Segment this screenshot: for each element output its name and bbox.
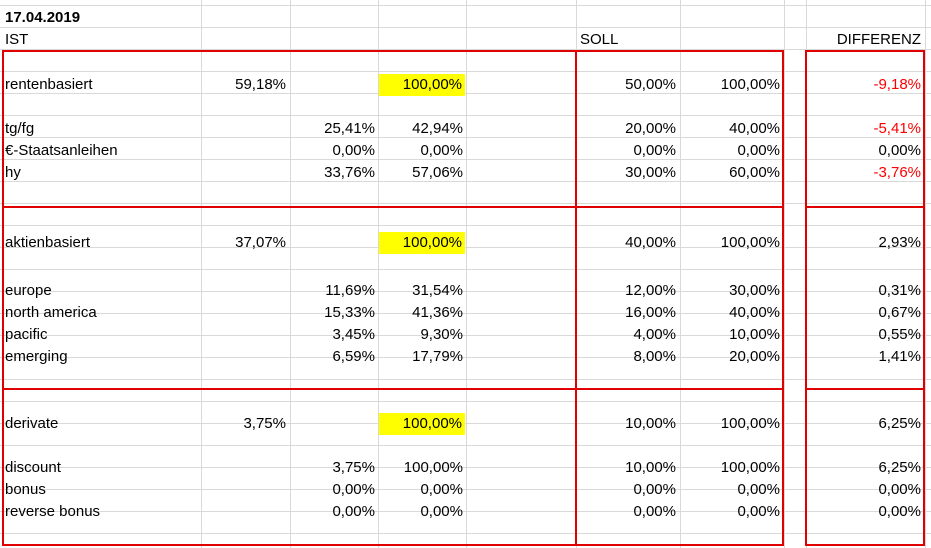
soll-relative[interactable]: 60,00%	[729, 164, 780, 181]
ist-part[interactable]	[290, 74, 375, 96]
soll-relative[interactable]: 100,00%	[720, 234, 780, 251]
row-label[interactable]: north america	[5, 304, 97, 321]
ist-relative[interactable]: 100,00%	[379, 232, 465, 254]
differenz-header[interactable]: DIFFERENZ	[836, 31, 921, 48]
row-label[interactable]: derivate	[5, 415, 59, 432]
soll-relative[interactable]: 20,00%	[729, 348, 780, 365]
ist-relative[interactable]: 100,00%	[379, 74, 465, 96]
ist-relative[interactable]: 41,36%	[412, 304, 463, 321]
ist-relative[interactable]: 100,00%	[379, 413, 465, 435]
ist-total[interactable]	[200, 457, 286, 479]
soll-relative[interactable]: 0,00%	[737, 142, 780, 159]
differenz-value[interactable]: 0,67%	[878, 304, 921, 321]
row-label[interactable]: hy	[5, 164, 21, 181]
ist-total[interactable]: 3,75%	[243, 415, 286, 432]
ist-relative[interactable]: 17,79%	[412, 348, 463, 365]
ist-total[interactable]	[200, 479, 286, 501]
ist-part[interactable]: 0,00%	[332, 503, 375, 520]
row-label[interactable]: emerging	[5, 348, 68, 365]
ist-part[interactable]: 11,69%	[325, 282, 375, 299]
ist-total[interactable]	[200, 118, 286, 140]
ist-total[interactable]	[200, 302, 286, 324]
differenz-value[interactable]: 6,25%	[878, 459, 921, 476]
ist-relative[interactable]: 0,00%	[420, 142, 463, 159]
soll-relative[interactable]: 30,00%	[729, 282, 780, 299]
soll-total[interactable]: 30,00%	[625, 164, 676, 181]
ist-part[interactable]: 33,76%	[324, 164, 375, 181]
row-label[interactable]: pacific	[5, 326, 48, 343]
ist-total[interactable]	[200, 324, 286, 346]
ist-part[interactable]: 15,33%	[324, 304, 375, 321]
ist-relative[interactable]: 57,06%	[412, 164, 463, 181]
ist-part[interactable]: 25,41%	[324, 120, 375, 137]
soll-total[interactable]: 0,00%	[633, 142, 676, 159]
row-label[interactable]: reverse bonus	[5, 503, 101, 520]
soll-total[interactable]: 20,00%	[625, 120, 676, 137]
ist-part[interactable]: 0,00%	[332, 481, 375, 498]
row-label[interactable]: rentenbasiert	[5, 76, 93, 93]
ist-part[interactable]: 3,75%	[332, 459, 375, 476]
differenz-value[interactable]: -5,41%	[873, 120, 921, 137]
differenz-value[interactable]: 6,25%	[878, 415, 921, 432]
soll-total[interactable]: 4,00%	[633, 326, 676, 343]
ist-total[interactable]: 59,18%	[235, 76, 286, 93]
soll-total[interactable]: 16,00%	[625, 304, 676, 321]
soll-header[interactable]: SOLL	[580, 31, 619, 48]
ist-part[interactable]	[290, 413, 375, 435]
differenz-value[interactable]: 0,00%	[878, 503, 921, 520]
differenz-value[interactable]: 0,55%	[878, 326, 921, 343]
differenz-value[interactable]: 2,93%	[878, 234, 921, 251]
soll-relative[interactable]: 40,00%	[729, 304, 780, 321]
soll-total[interactable]: 8,00%	[633, 348, 676, 365]
ist-header[interactable]: IST	[5, 31, 29, 48]
ist-total[interactable]	[200, 280, 286, 302]
soll-total[interactable]: 12,00%	[625, 282, 676, 299]
ist-part[interactable]	[290, 232, 375, 254]
ist-total[interactable]: 37,07%	[235, 234, 286, 251]
differenz-value[interactable]: -3,76%	[873, 164, 921, 181]
differenz-value[interactable]: -9,18%	[873, 76, 921, 93]
row-label[interactable]: bonus	[5, 481, 46, 498]
ist-part[interactable]: 6,59%	[332, 348, 375, 365]
differenz-value[interactable]: 0,31%	[878, 282, 921, 299]
soll-divider	[575, 50, 577, 546]
row-label[interactable]: €-Staatsanleihen	[5, 142, 118, 159]
row-label[interactable]: discount	[5, 459, 61, 476]
differenz-value[interactable]: 0,00%	[878, 142, 921, 159]
ist-relative[interactable]: 31,54%	[412, 282, 463, 299]
soll-total[interactable]: 10,00%	[625, 459, 676, 476]
row-label[interactable]: tg/fg	[5, 120, 35, 137]
soll-total[interactable]: 0,00%	[633, 503, 676, 520]
soll-total[interactable]: 10,00%	[625, 415, 676, 432]
soll-total[interactable]: 0,00%	[633, 481, 676, 498]
ist-part[interactable]: 0,00%	[332, 142, 375, 159]
ist-total[interactable]	[200, 501, 286, 523]
differenz-value[interactable]: 0,00%	[878, 481, 921, 498]
soll-total[interactable]: 50,00%	[625, 76, 676, 93]
soll-total[interactable]: 40,00%	[625, 234, 676, 251]
soll-relative[interactable]: 100,00%	[720, 459, 780, 476]
differenz-value[interactable]: 1,41%	[878, 348, 921, 365]
ist-part[interactable]: 3,45%	[332, 326, 375, 343]
soll-relative[interactable]: 10,00%	[729, 326, 780, 343]
soll-relative[interactable]: 100,00%	[720, 415, 780, 432]
ist-relative[interactable]: 0,00%	[420, 481, 463, 498]
date-cell[interactable]: 17.04.2019	[5, 9, 81, 26]
ist-relative[interactable]: 42,94%	[412, 120, 463, 137]
ist-relative[interactable]: 0,00%	[420, 503, 463, 520]
ist-total[interactable]	[200, 162, 286, 184]
soll-relative[interactable]: 40,00%	[729, 120, 780, 137]
soll-relative[interactable]: 100,00%	[720, 76, 780, 93]
ist-total[interactable]	[200, 346, 286, 368]
soll-relative[interactable]: 0,00%	[737, 481, 780, 498]
soll-relative[interactable]: 0,00%	[737, 503, 780, 520]
row-label[interactable]: europe	[5, 282, 52, 299]
ist-relative[interactable]: 9,30%	[420, 326, 463, 343]
ist-total[interactable]	[200, 140, 286, 162]
ist-relative[interactable]: 100,00%	[403, 459, 463, 476]
row-label[interactable]: aktienbasiert	[5, 234, 91, 251]
